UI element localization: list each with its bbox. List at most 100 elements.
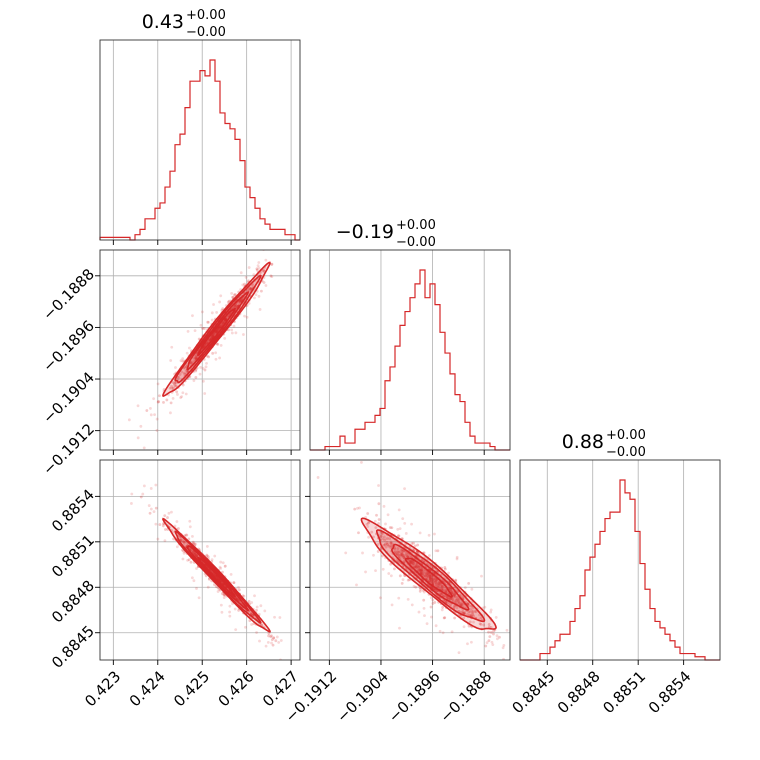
scatter-point: [171, 387, 175, 390]
scatter-point: [208, 338, 212, 342]
scatter-point: [414, 563, 418, 567]
scatter-point: [416, 567, 420, 571]
scatter-point: [401, 517, 405, 521]
scatter-point: [168, 386, 172, 390]
scatter-point: [402, 555, 406, 559]
scatter-point: [510, 651, 513, 654]
scatter-point: [254, 293, 258, 296]
scatter-point: [217, 577, 221, 581]
scatter-point: [279, 639, 283, 642]
scatter-point: [155, 429, 159, 432]
scatter-point: [193, 552, 197, 556]
scatter-point: [470, 587, 474, 591]
scatter-point: [365, 522, 369, 526]
scatter-point: [433, 588, 436, 591]
scatter-point: [260, 289, 263, 293]
scatter-point: [426, 572, 429, 576]
scatter-point: [406, 555, 410, 559]
scatter-point: [194, 356, 198, 360]
scatter-point: [269, 635, 273, 639]
scatter-point: [220, 610, 224, 614]
scatter-point: [214, 585, 218, 588]
scatter-point: [397, 555, 401, 558]
scatter-point: [272, 636, 276, 640]
scatter-point: [417, 610, 421, 614]
scatter-point: [466, 602, 470, 606]
scatter-point: [528, 655, 531, 658]
scatter-point: [213, 583, 216, 586]
scatter-point: [372, 553, 375, 557]
scatter-point: [422, 598, 426, 602]
scatter-point: [219, 566, 223, 570]
scatter-point: [277, 640, 281, 644]
scatter-point: [373, 519, 377, 523]
scatter-point: [247, 599, 251, 603]
scatter-point: [385, 541, 389, 544]
scatter-point: [232, 581, 236, 585]
scatter-point: [364, 570, 367, 574]
scatter-point: [487, 625, 491, 629]
scatter-point: [411, 561, 415, 565]
scatter-point: [220, 592, 224, 595]
scatter-point: [444, 589, 447, 592]
scatter-point: [272, 232, 275, 235]
scatter-point: [478, 622, 482, 626]
scatter-point: [398, 550, 402, 554]
scatter-point: [410, 555, 414, 559]
scatter-point: [222, 593, 226, 597]
param-title-sub-0: −0.00: [186, 25, 226, 40]
scatter-point: [512, 663, 515, 666]
x-tick-label: 0.426: [215, 667, 258, 710]
scatter-point: [210, 337, 213, 340]
scatter-point: [452, 594, 455, 598]
scatter-point: [272, 232, 275, 235]
scatter-point: [415, 562, 419, 566]
scatter-point: [403, 521, 407, 525]
scatter-point: [370, 530, 374, 534]
scatter-point: [453, 595, 457, 599]
scatter-point: [450, 591, 454, 595]
scatter-point: [431, 580, 435, 583]
scatter-point: [219, 325, 223, 329]
scatter-point: [256, 264, 260, 267]
scatter-point: [470, 640, 473, 644]
scatter-point: [410, 561, 414, 565]
scatter-point: [210, 558, 214, 562]
scatter-point: [270, 634, 273, 638]
scatter-point: [210, 335, 214, 339]
scatter-point: [436, 582, 440, 585]
scatter-point: [390, 603, 394, 607]
scatter-point: [408, 559, 412, 563]
scatter-point: [428, 576, 432, 580]
scatter-point: [216, 328, 220, 332]
scatter-point: [187, 537, 191, 541]
scatter-point: [409, 561, 412, 564]
scatter-point: [186, 558, 189, 562]
scatter-point: [393, 547, 397, 551]
scatter-point: [427, 574, 431, 578]
scatter-point: [136, 436, 140, 440]
scatter-point: [216, 590, 220, 593]
scatter-point: [419, 570, 423, 574]
scatter-point: [177, 376, 181, 379]
histogram-step-0: [99, 59, 300, 241]
scatter-point: [204, 343, 207, 347]
scatter-point: [466, 642, 469, 646]
scatter-point: [389, 542, 393, 545]
scatter-point: [471, 610, 475, 614]
scatter-point: [400, 554, 404, 558]
scatter-point: [386, 513, 390, 517]
param-title-sub-2: −0.00: [606, 445, 646, 460]
scatter-point: [219, 325, 223, 328]
scatter-point: [358, 506, 361, 510]
scatter-point: [158, 394, 161, 398]
scatter-point: [377, 518, 381, 521]
scatter-point: [434, 582, 438, 586]
scatter-point: [195, 553, 198, 557]
x-tick-label: 0.8845: [508, 667, 558, 717]
scatter-point: [383, 543, 387, 547]
scatter-point: [470, 611, 474, 615]
scatter-point: [428, 576, 432, 580]
scatter-point: [439, 583, 443, 586]
scatter-point: [204, 365, 208, 369]
